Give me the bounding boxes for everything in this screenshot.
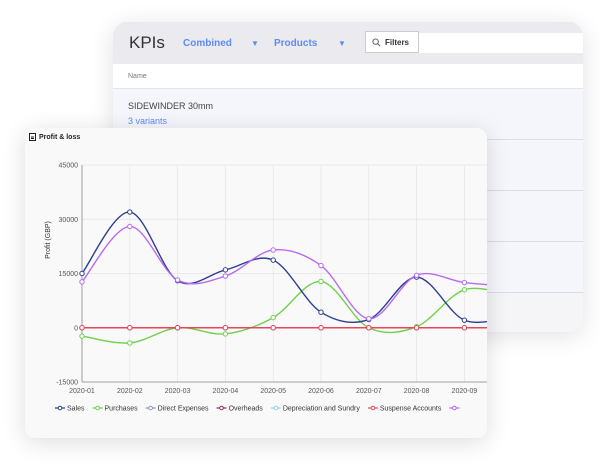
data-point — [461, 279, 468, 286]
y-axis-label: Profit (GBP) — [45, 221, 52, 259]
products-dropdown[interactable]: Products — [274, 37, 318, 49]
x-tick-label: 2020-08 — [404, 388, 430, 395]
data-point — [318, 262, 324, 269]
y-tick-label: 0 — [74, 325, 78, 332]
data-point — [79, 270, 85, 277]
data-point — [270, 257, 276, 263]
kpi-header: KPIs Combined ▼ Products ▼ Filters — [113, 22, 583, 64]
y-tick-label: 45000 — [59, 163, 79, 170]
data-point — [79, 333, 85, 339]
x-tick-label: 2020-06 — [308, 388, 334, 395]
data-point — [270, 314, 276, 321]
data-point — [461, 287, 468, 293]
column-header-name[interactable]: Name — [113, 64, 583, 89]
chart-title-text: Profit & loss — [39, 133, 81, 141]
legend-item: Suspense Accounts — [380, 406, 442, 413]
variants-link[interactable]: 3 variants — [128, 116, 168, 126]
data-point — [318, 278, 324, 285]
data-point — [366, 325, 372, 331]
legend-marker — [370, 405, 376, 411]
data-point — [461, 325, 468, 331]
data-point — [222, 267, 229, 273]
data-point — [366, 316, 372, 322]
combined-dropdown[interactable]: Combined — [183, 37, 232, 49]
series-line-sales — [81, 211, 487, 324]
data-point — [127, 223, 133, 230]
filters-label: Filters — [385, 37, 410, 47]
y-tick-label: 30000 — [59, 217, 79, 224]
legend-marker — [273, 405, 279, 411]
legend-item: Purchases — [105, 406, 139, 413]
data-point — [174, 325, 181, 331]
chart-title: Profit & loss — [29, 133, 80, 141]
data-point — [79, 325, 85, 331]
legend-item: Sales — [67, 406, 85, 413]
series-line-purchases — [81, 280, 487, 344]
page-title: KPIs — [129, 33, 165, 52]
filters-input[interactable] — [419, 33, 583, 53]
chevron-down-icon[interactable]: ▼ — [338, 38, 346, 48]
data-point — [270, 247, 276, 253]
data-point — [222, 273, 229, 279]
data-point — [222, 325, 229, 331]
x-tick-label: 2020-02 — [117, 388, 143, 395]
search-icon — [372, 37, 381, 46]
series-line-series — [81, 225, 487, 320]
data-point — [318, 325, 324, 331]
x-tick-label: 2020-01 — [69, 388, 95, 395]
data-point — [222, 331, 229, 337]
data-point — [318, 309, 324, 315]
legend-item: Depreciation and Sundry — [283, 406, 361, 413]
data-point — [127, 325, 133, 331]
y-tick-label: -15000 — [56, 380, 78, 387]
legend-marker — [148, 405, 153, 411]
legend-marker — [219, 405, 224, 411]
product-name: SIDEWINDER 30mm — [128, 101, 214, 111]
data-point — [413, 325, 420, 331]
legend-item: Direct Expenses — [158, 406, 209, 413]
x-tick-label: 2020-04 — [213, 388, 239, 395]
legend-marker — [57, 405, 63, 411]
data-point — [127, 209, 133, 215]
legend-item: Overheads — [229, 406, 264, 413]
legend-marker — [95, 405, 100, 411]
chevron-down-icon[interactable]: ▼ — [251, 38, 259, 48]
legend-marker — [452, 405, 457, 411]
profit-loss-chart: Profit (GBP) -15000 0 15000 30000 45000 2020-… — [45, 163, 487, 413]
data-point — [413, 272, 420, 279]
x-tick-label: 2020-05 — [260, 388, 286, 395]
x-tick-label: 2020-09 — [452, 388, 478, 395]
profit-loss-card: Profit & loss Profit (GBP) -15000 0 15000 3… — [25, 128, 487, 438]
data-point — [461, 317, 468, 323]
data-point — [174, 277, 181, 283]
y-tick-label: 15000 — [59, 271, 79, 278]
x-tick-label: 2020-07 — [356, 388, 382, 395]
data-point — [270, 325, 276, 331]
x-tick-label: 2020-03 — [165, 388, 191, 395]
filters-button[interactable]: Filters — [365, 31, 419, 53]
data-point — [79, 279, 85, 285]
data-point — [127, 340, 133, 346]
document-icon — [29, 133, 36, 141]
